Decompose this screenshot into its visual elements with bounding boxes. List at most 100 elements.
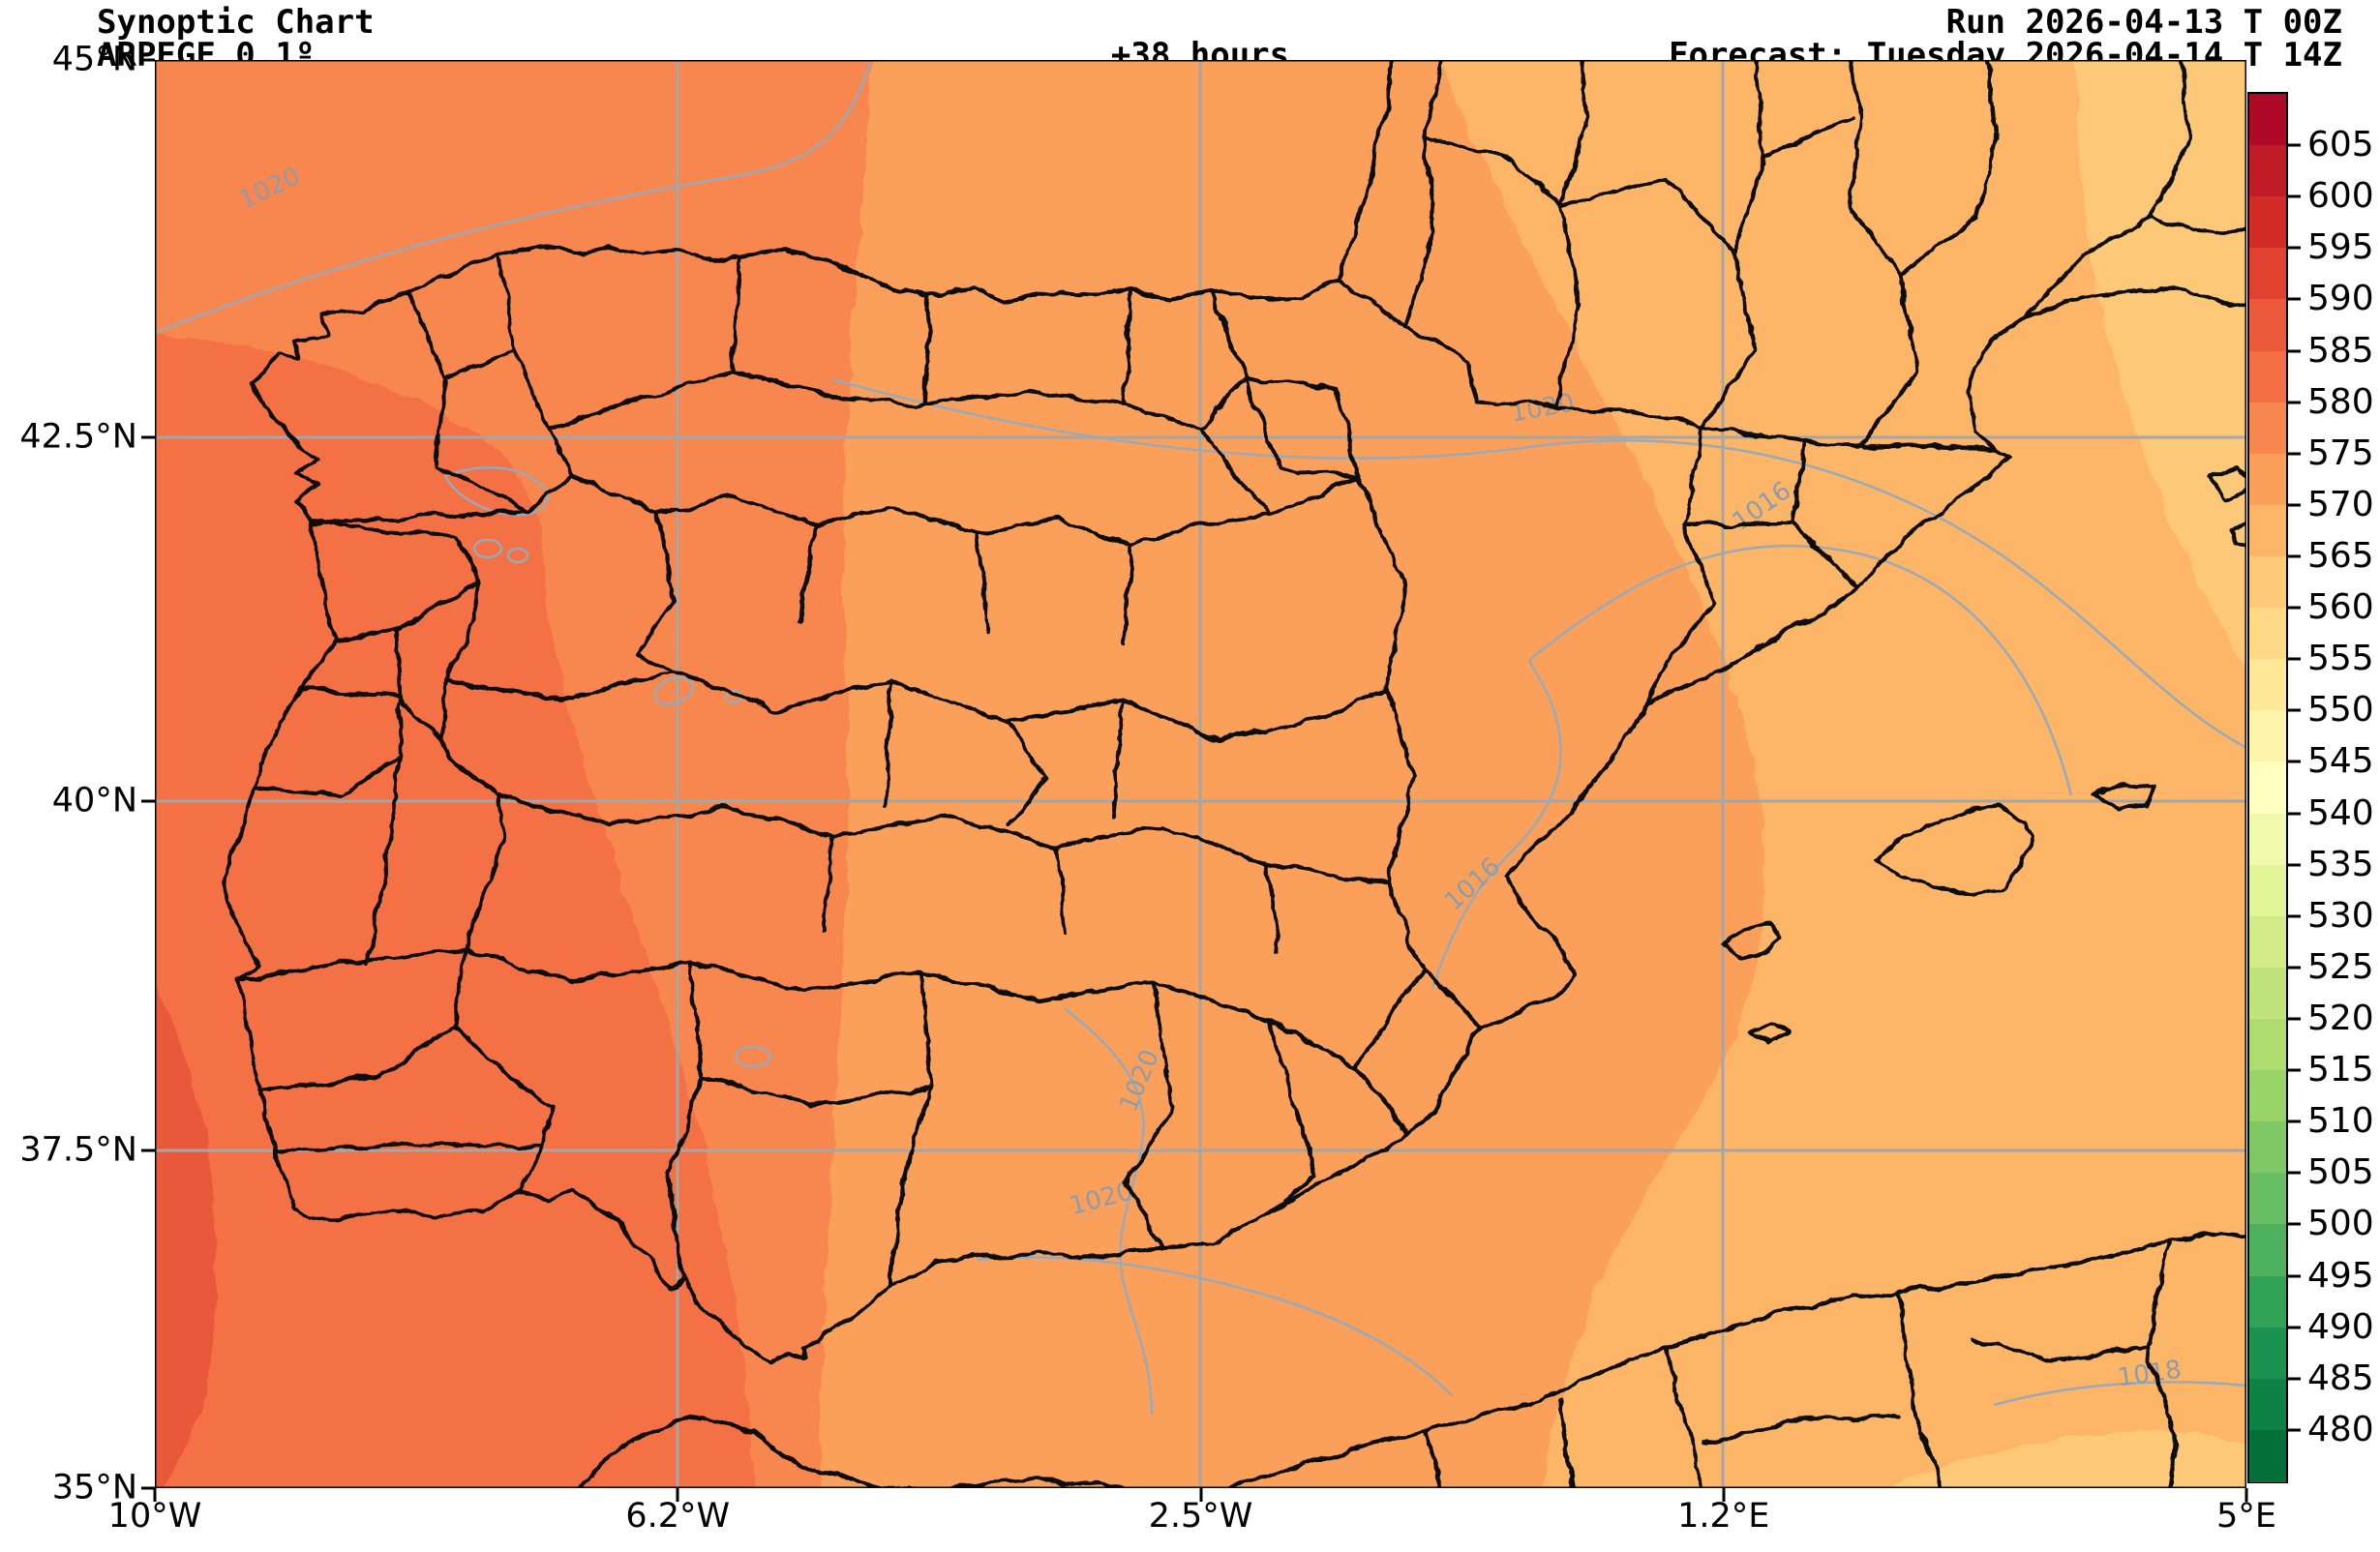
colorbar-segment: [2249, 1429, 2286, 1482]
x-tick-mark: [1199, 1488, 1202, 1502]
x-tick-mark: [676, 1488, 679, 1502]
colorbar-segment: [2249, 608, 2286, 660]
colorbar-tick-label: 585: [2307, 330, 2374, 371]
mallorca-island: [1875, 804, 2035, 896]
colorbar-tick-label: 555: [2307, 639, 2374, 679]
colorbar-segment: [2249, 1070, 2286, 1122]
x-tick-mark: [153, 1488, 157, 1502]
colorbar-tick-label: 490: [2307, 1306, 2374, 1347]
colorbar-tick-label: 530: [2307, 895, 2374, 936]
colorbar-segment: [2249, 145, 2286, 197]
colorbar-tick-label: 540: [2307, 792, 2374, 833]
colorbar-tick-label: 495: [2307, 1255, 2374, 1296]
colorbar-tick-mark: [2286, 1377, 2301, 1381]
colorbar-segment: [2249, 1019, 2286, 1071]
colorbar-tick-mark: [2286, 143, 2301, 147]
colorbar-tick-mark: [2286, 708, 2301, 712]
colorbar-tick-mark: [2286, 606, 2301, 610]
colorbar-tick-label: 560: [2307, 587, 2374, 628]
colorbar-tick-label: 505: [2307, 1152, 2374, 1193]
y-tick-label: 40°N: [51, 781, 137, 821]
colorbar-tick-mark: [2286, 812, 2301, 816]
colorbar-segment: [2249, 248, 2286, 301]
small-islets: [2209, 464, 2246, 548]
ibiza-island: [1722, 920, 1784, 960]
colorbar-tick-mark: [2286, 1171, 2301, 1175]
colorbar-tick-label: 545: [2307, 741, 2374, 782]
colorbar-tick-label: 605: [2307, 125, 2374, 165]
colorbar-tick-label: 550: [2307, 690, 2374, 731]
y-tick-mark: [141, 58, 155, 62]
colorbar-segment: [2249, 1327, 2286, 1380]
colorbar-segment: [2249, 710, 2286, 763]
colorbar-segment: [2249, 1275, 2286, 1328]
colorbar-tick-mark: [2286, 297, 2301, 301]
colorbar-segment: [2249, 659, 2286, 712]
colorbar-tick-mark: [2286, 349, 2301, 353]
colorbar-tick-mark: [2286, 194, 2301, 198]
colorbar-tick-mark: [2286, 1222, 2301, 1226]
colorbar-tick-mark: [2286, 246, 2301, 250]
colorbar-segment: [2249, 350, 2286, 403]
colorbar-tick-label: 525: [2307, 946, 2374, 987]
colorbar-tick-mark: [2286, 1274, 2301, 1278]
formentera-island: [1749, 1022, 1792, 1044]
colorbar-segment: [2249, 1173, 2286, 1226]
colorbar-tick-mark: [2286, 401, 2301, 404]
colorbar-tick-mark: [2286, 1119, 2301, 1123]
colorbar-tick-label: 480: [2307, 1409, 2374, 1449]
isobar-lines: [155, 60, 2246, 1416]
model-label: ARPEGE 0.1º: [97, 36, 316, 75]
x-tick-mark: [1722, 1488, 1726, 1502]
colorbar-segment: [2249, 402, 2286, 455]
france-med-coast: [1967, 286, 2246, 452]
colorbar: [2247, 92, 2288, 1483]
y-tick-label: 45°N: [51, 40, 137, 79]
x-tick-label: 2.5°W: [1148, 1497, 1253, 1536]
colorbar-segment: [2249, 453, 2286, 506]
chart-title: Synoptic Chart: [97, 3, 375, 42]
colorbar-tick-label: 595: [2307, 227, 2374, 268]
colorbar-tick-mark: [2286, 452, 2301, 456]
colorbar-tick-label: 515: [2307, 1050, 2374, 1090]
colorbar-tick-label: 590: [2307, 279, 2374, 319]
colorbar-tick-label: 535: [2307, 844, 2374, 884]
colorbar-tick-mark: [2286, 966, 2301, 970]
colorbar-segment: [2249, 556, 2286, 609]
colorbar-segment: [2249, 504, 2286, 557]
run-label: Run 2026-04-13 T 00Z: [1945, 3, 2342, 42]
y-tick-mark: [141, 435, 155, 439]
colorbar-segment: [2249, 1121, 2286, 1175]
colorbar-segment: [2249, 864, 2286, 917]
colorbar-tick-mark: [2286, 554, 2301, 558]
y-tick-mark: [141, 1486, 155, 1490]
x-tick-mark: [2244, 1488, 2248, 1502]
colorbar-tick-mark: [2286, 1017, 2301, 1021]
colorbar-segment: [2249, 196, 2286, 250]
country-borders: [223, 60, 2246, 1488]
colorbar-tick-label: 570: [2307, 484, 2374, 524]
colorbar-segment: [2249, 967, 2286, 1020]
france-atlantic-coast: [1336, 60, 1397, 283]
iberia-coastline: [223, 246, 2011, 1364]
colorbar-segment: [2249, 813, 2286, 866]
map-plot: 1020 1020 1016 1016 1020 1020 1018: [155, 60, 2246, 1488]
colorbar-tick-label: 565: [2307, 536, 2374, 576]
colorbar-tick-label: 485: [2307, 1358, 2374, 1398]
colorbar-tick-label: 510: [2307, 1101, 2374, 1142]
africa-coast: [576, 1234, 2246, 1488]
colorbar-tick-label: 600: [2307, 176, 2374, 217]
y-tick-label: 42.5°N: [19, 417, 137, 457]
colorbar-tick-mark: [2286, 1326, 2301, 1329]
colorbar-segment: [2249, 299, 2286, 352]
colorbar-tick-mark: [2286, 1428, 2301, 1432]
x-tick-label: 10°W: [107, 1497, 202, 1536]
colorbar-segment: [2249, 915, 2286, 969]
colorbar-tick-mark: [2286, 863, 2301, 867]
colorbar-tick-mark: [2286, 657, 2301, 661]
x-tick-label: 5°E: [2216, 1497, 2276, 1536]
y-tick-mark: [141, 799, 155, 803]
colorbar-segment: [2249, 761, 2286, 815]
